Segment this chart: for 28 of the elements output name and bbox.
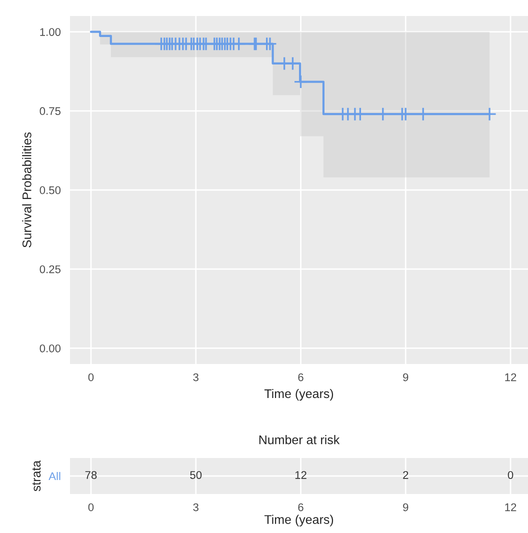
chart-title: Number at risk: [259, 435, 340, 444]
x-tick-label: 0: [88, 373, 94, 382]
y-tick-label: 0.50: [40, 186, 61, 194]
x-axis-title: Time (years): [264, 514, 334, 526]
y-tick-label: All: [48, 472, 60, 480]
data-label: 2: [403, 471, 408, 479]
x-tick-label: 3: [193, 373, 198, 382]
x-tick-label: 6: [298, 373, 304, 382]
x-tick-label: 12: [505, 503, 516, 512]
x-tick-label: 6: [298, 503, 304, 512]
y-tick-label: 0.25: [40, 265, 61, 274]
data-label: 78: [85, 471, 97, 479]
data-label: 50: [190, 471, 202, 479]
point: [294, 74, 308, 89]
x-axis-title: Time (years): [264, 388, 334, 401]
x-tick-label: 12: [505, 373, 516, 382]
data-label: 12: [295, 471, 306, 479]
x-tick-label: 3: [193, 503, 198, 512]
y-tick-label: 0.75: [40, 107, 61, 116]
x-tick-label: 9: [403, 503, 408, 512]
y-axis-title: strata: [32, 460, 41, 492]
y-tick-label: 0.00: [40, 344, 61, 352]
point: [262, 36, 278, 51]
x-tick-label: 0: [88, 503, 94, 512]
data-label: 0: [508, 471, 514, 479]
y-tick-label: 1.00: [40, 28, 61, 36]
x-tick-label: 9: [403, 373, 408, 382]
y-axis-title: Survival Probabilities: [22, 132, 32, 248]
